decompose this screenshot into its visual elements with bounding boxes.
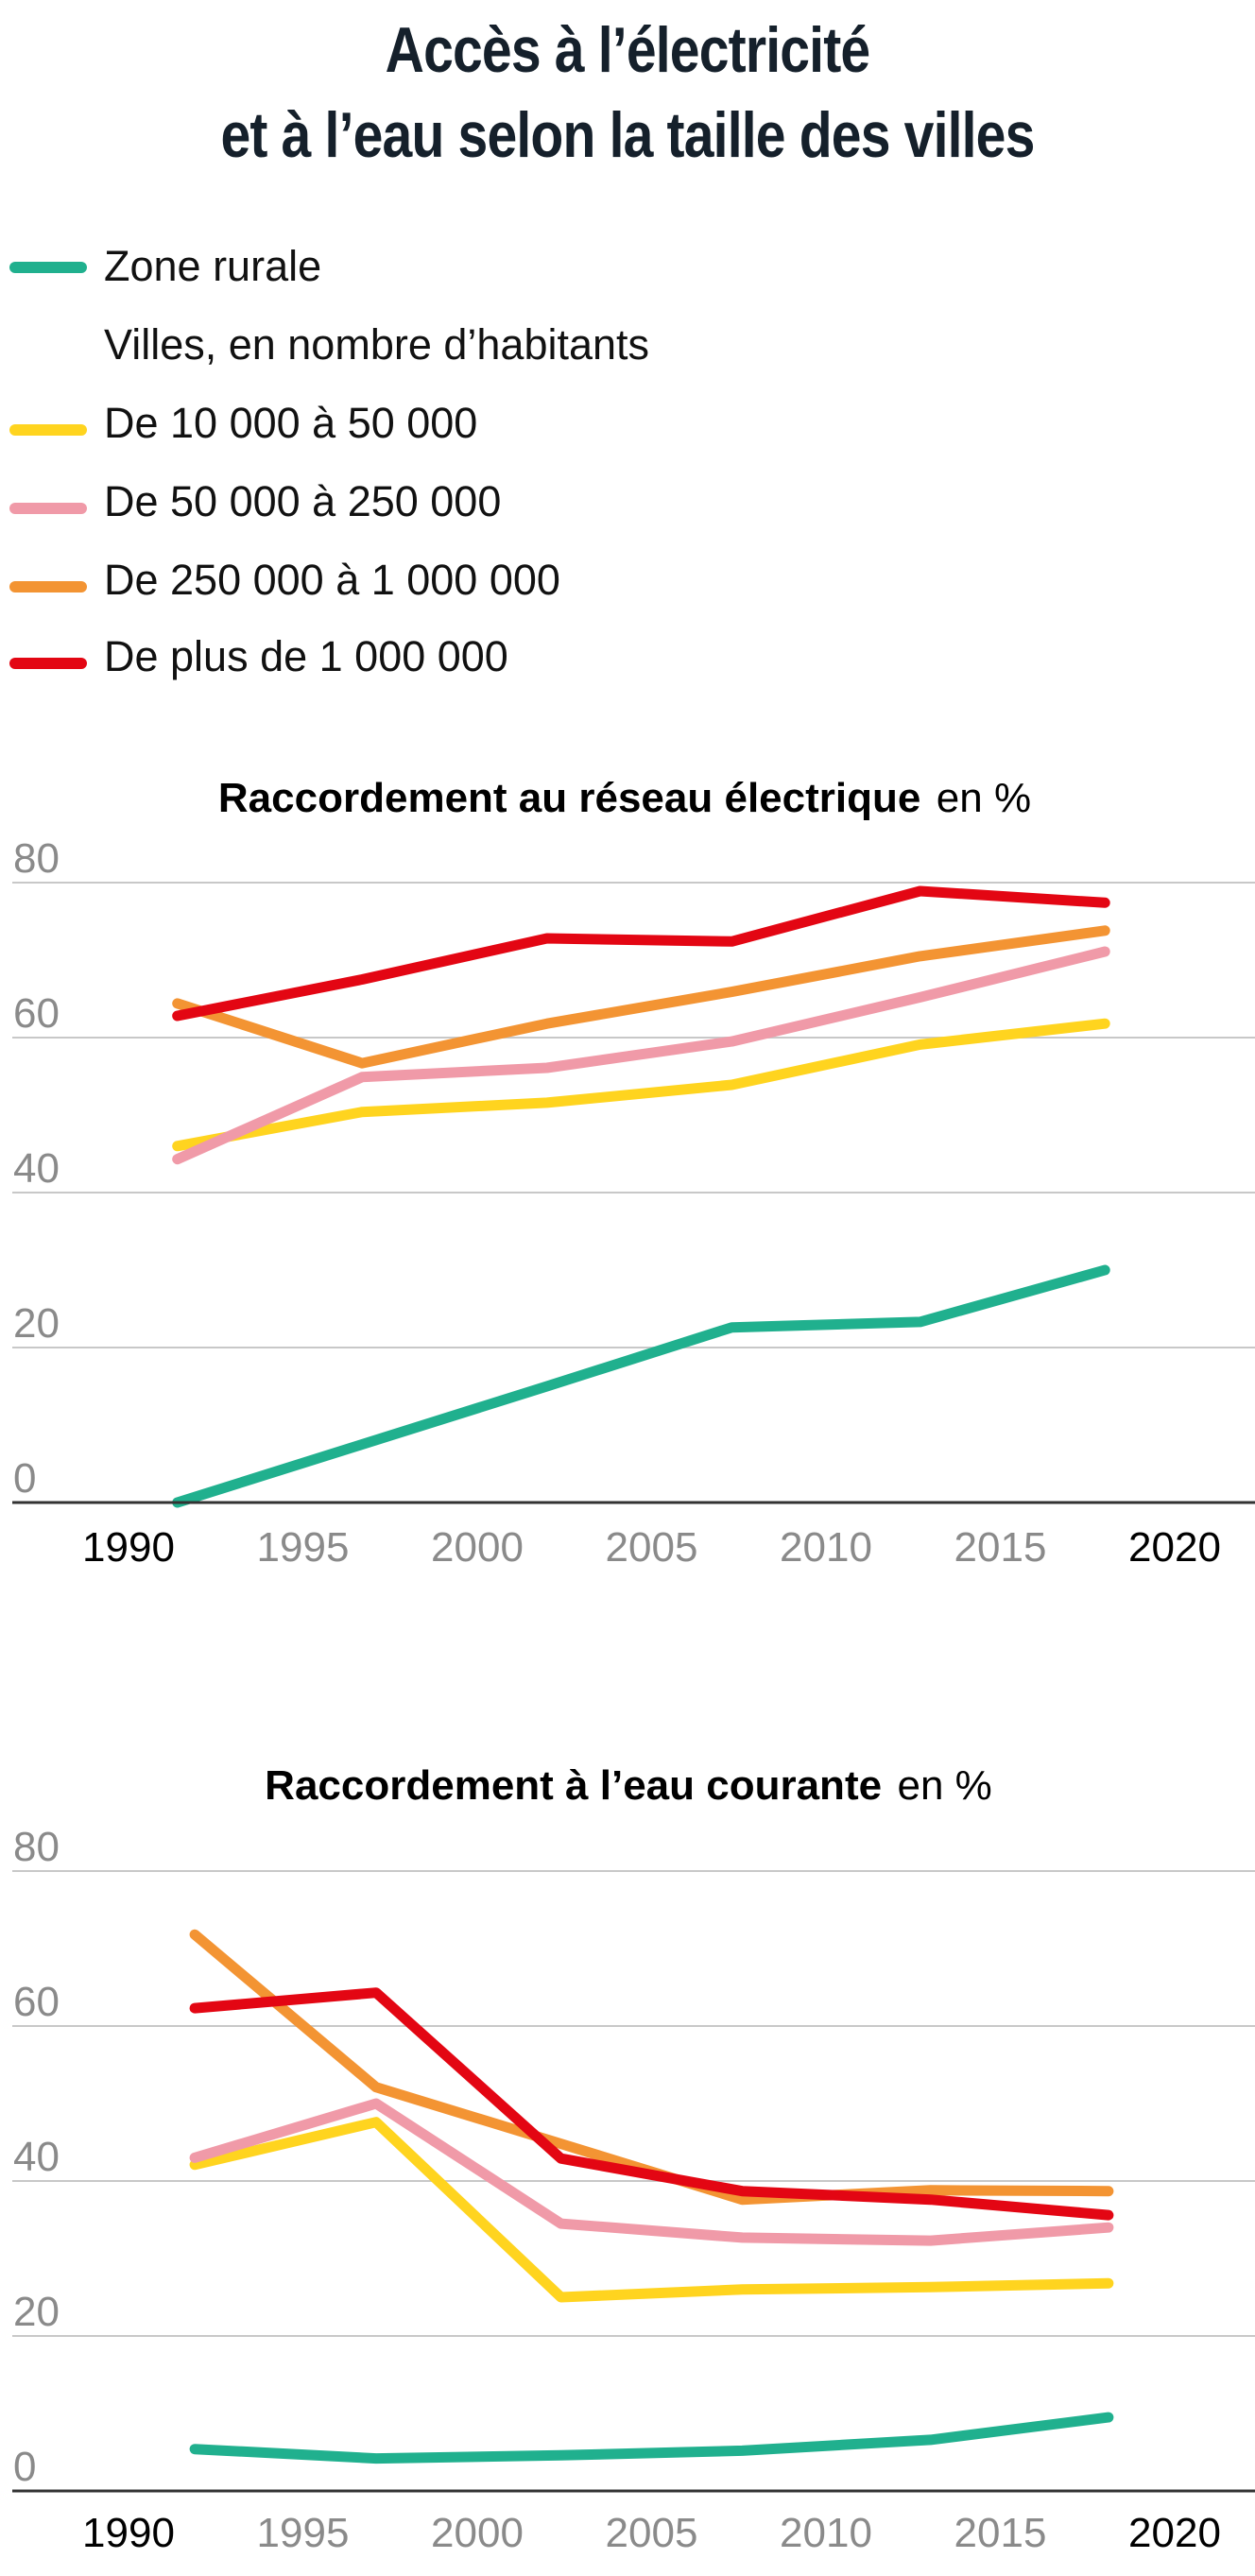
- chart-title: Raccordement au réseau électrique en %: [218, 775, 1031, 821]
- legend-subtitle: Villes, en nombre d’habitants: [0, 318, 851, 374]
- grid-layer: 0 20 40 60 80: [12, 835, 1255, 1502]
- chart-electricity: Raccordement au réseau électrique en % 0…: [12, 775, 1255, 1571]
- main-title-line-1: Accès à l’électricité: [385, 14, 870, 86]
- legend-swatch-250k-1m: [9, 581, 87, 592]
- series-line-3: [172, 925, 1110, 1069]
- x-tick-label: 2010: [780, 1524, 872, 1571]
- y-tick-label: 60: [13, 990, 60, 1037]
- main-title-line-2: et à l’eau selon la taille des villes: [220, 99, 1035, 171]
- y-tick-label: 20: [13, 1300, 60, 1347]
- series-line-1: [172, 1018, 1110, 1152]
- y-tick-label: 0: [13, 1455, 36, 1502]
- legend-label-rural: Zone rurale: [104, 242, 322, 290]
- y-tick-label: 40: [13, 1145, 60, 1192]
- series-line-3: [189, 1929, 1114, 2206]
- x-tick-label: 2005: [606, 2510, 698, 2556]
- chart-title: Raccordement à l’eau courante en %: [265, 1762, 992, 1809]
- legend-label-250k-1m: De 250 000 à 1 000 000: [104, 556, 560, 604]
- y-tick-label: 0: [13, 2444, 36, 2490]
- legend-item-rural: Zone rurale: [0, 239, 851, 296]
- x-tick-label: 2020: [1128, 2510, 1221, 2556]
- series-line-2: [189, 2098, 1114, 2246]
- x-tick-label: 1995: [257, 1524, 350, 1571]
- x-axis: 1990 1995 2000 2005 2010 2015 2020: [12, 2489, 1255, 2556]
- main-title: Accès à l’électricité et à l’eau selon l…: [0, 8, 1255, 178]
- x-tick-label: 2010: [780, 2510, 872, 2556]
- x-tick-label: 2000: [431, 2510, 524, 2556]
- y-tick-label: 40: [13, 2134, 60, 2180]
- x-axis: 1990 1995 2000 2005 2010 2015 2020: [12, 1501, 1255, 1571]
- legend-subtitle-label: Villes, en nombre d’habitants: [104, 320, 650, 369]
- chart-title-unit: en %: [898, 1762, 992, 1809]
- legend-item-250k-1m: De 250 000 à 1 000 000: [0, 553, 851, 610]
- legend-swatch-rural: [9, 262, 87, 273]
- legend-label-50k-250k: De 50 000 à 250 000: [104, 477, 502, 525]
- x-tick-label: 2005: [606, 1524, 698, 1571]
- y-tick-label: 60: [13, 1979, 60, 2025]
- y-tick-label: 80: [13, 835, 60, 882]
- series-layer: [189, 1929, 1114, 2464]
- chart-title-unit: en %: [937, 775, 1031, 821]
- grid-layer: 0 20 40 60 80: [12, 1824, 1255, 2490]
- series-line-4: [172, 885, 1110, 1022]
- y-tick-label: 20: [13, 2289, 60, 2335]
- x-tick-label: 2015: [954, 2510, 1047, 2556]
- chart-title-main: Raccordement au réseau électrique: [218, 775, 920, 821]
- chart-title-main: Raccordement à l’eau courante: [265, 1762, 882, 1809]
- x-tick-label: 2000: [431, 1524, 524, 1571]
- x-tick-label: 1990: [82, 1524, 175, 1571]
- legend-item-over-1m: De plus de 1 000 000: [0, 629, 851, 686]
- legend-swatch-50k-250k: [9, 503, 87, 514]
- series-line-2: [172, 946, 1110, 1165]
- x-tick-label: 1990: [82, 2510, 175, 2556]
- y-tick-label: 80: [13, 1824, 60, 1870]
- x-tick-label: 2015: [954, 1524, 1047, 1571]
- series-line-4: [189, 1987, 1114, 2221]
- legend-swatch-10k-50k: [9, 424, 87, 436]
- series-layer: [172, 885, 1110, 1508]
- chart-water: Raccordement à l’eau courante en % 0 20 40…: [12, 1762, 1255, 2556]
- legend-swatch-over-1m: [9, 658, 87, 669]
- legend-label-10k-50k: De 10 000 à 50 000: [104, 399, 478, 447]
- series-line-0: [172, 1264, 1110, 1508]
- series-line-1: [189, 2117, 1114, 2303]
- legend-item-50k-250k: De 50 000 à 250 000: [0, 474, 851, 531]
- x-tick-label: 1995: [257, 2510, 350, 2556]
- series-line-0: [189, 2412, 1114, 2464]
- legend-item-10k-50k: De 10 000 à 50 000: [0, 396, 851, 453]
- x-tick-label: 2020: [1128, 1524, 1221, 1571]
- legend-label-over-1m: De plus de 1 000 000: [104, 632, 508, 680]
